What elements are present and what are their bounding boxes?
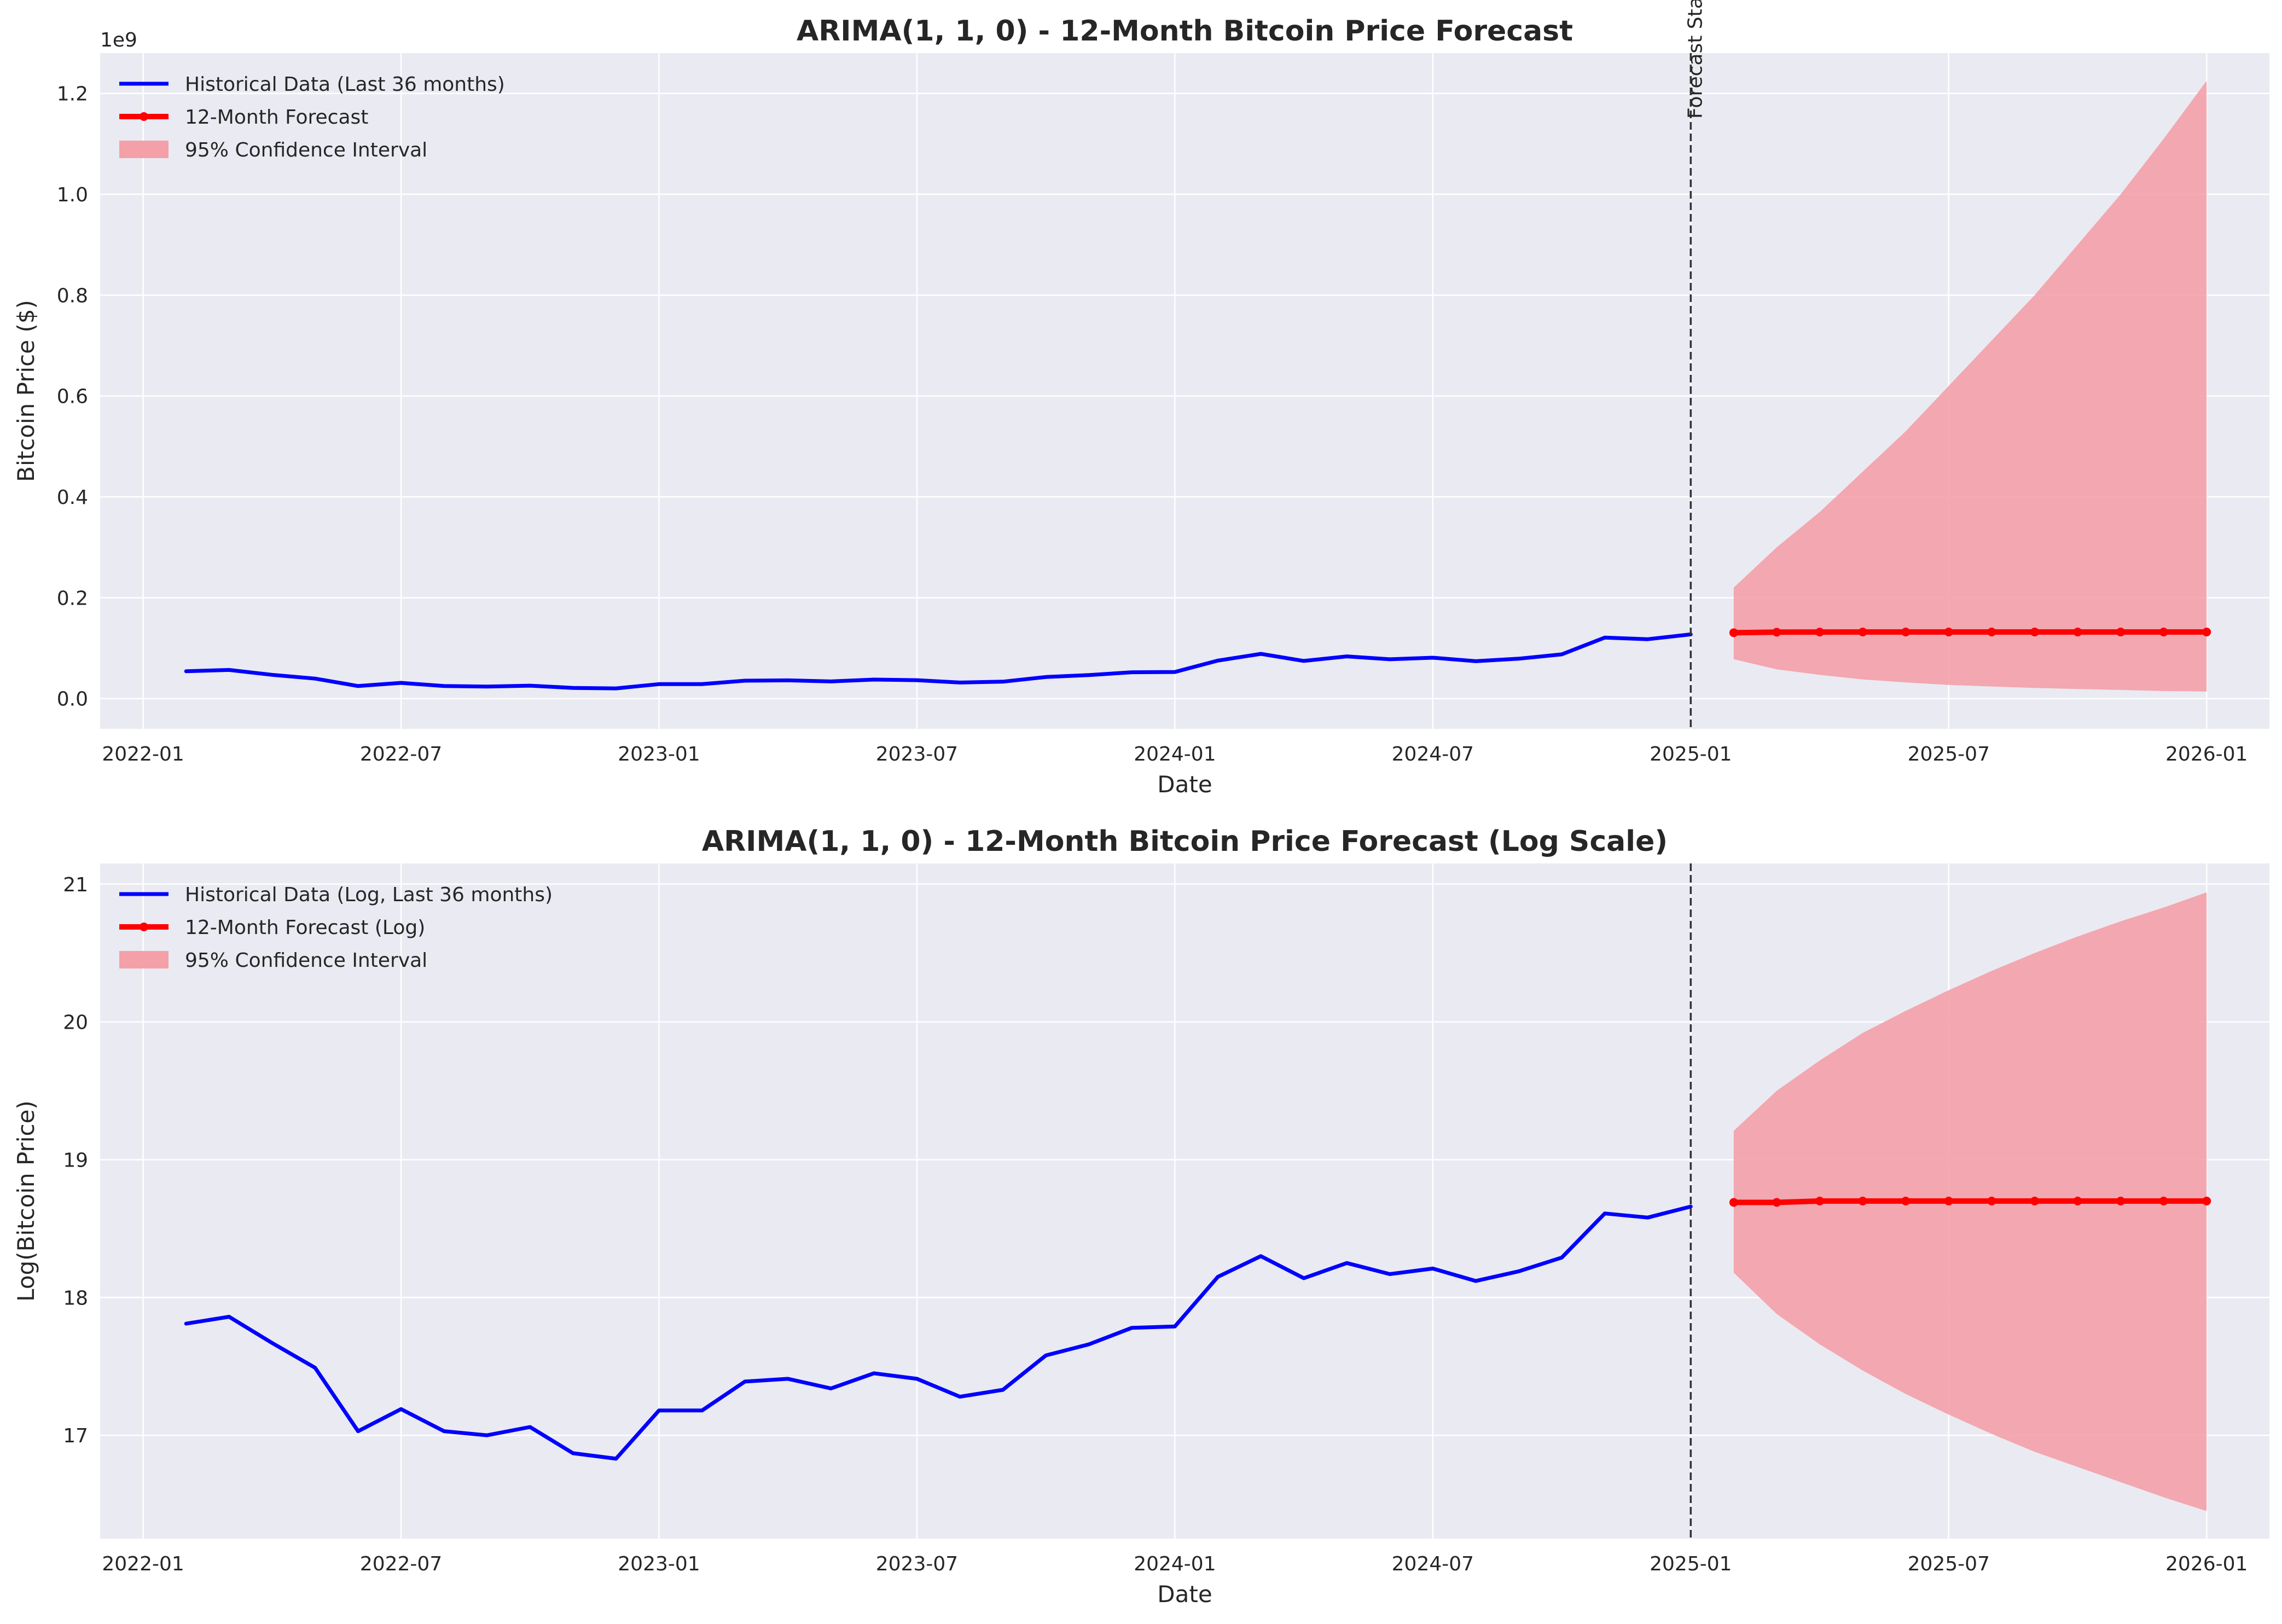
top-chart-forecast-point bbox=[1944, 628, 1953, 637]
top-chart-y-tick-label: 1.2 bbox=[57, 83, 88, 106]
top-chart-marks: Forecast Start bbox=[184, 0, 2211, 729]
bottom-chart-legend: Historical Data (Log, Last 36 months) 12-… bbox=[119, 884, 553, 972]
top-chart-confidence-band bbox=[1733, 80, 2207, 692]
bottom-chart-ticks: 2022-01 2022-07 2023-01 2023-07 2024-01 2024-… bbox=[63, 874, 2248, 1575]
top-chart-y-tick-label: 1.0 bbox=[57, 184, 88, 206]
bottom-chart-x-tick-label: 2024-07 bbox=[1392, 1553, 1474, 1575]
top-chart-forecast-point bbox=[1901, 628, 1911, 637]
bottom-chart-forecast-point bbox=[2159, 1197, 2168, 1205]
top-chart-title: ARIMA(1, 1, 0) - 12-Month Bitcoin Price … bbox=[797, 15, 1573, 48]
bottom-chart-forecast-point bbox=[2030, 1197, 2039, 1205]
top-chart-panel: 2022-01 2022-07 2023-01 2023-07 2024-01 2024-… bbox=[13, 0, 2269, 798]
bottom-chart-marks bbox=[184, 863, 2211, 1539]
top-chart-legend: Historical Data (Last 36 months) 12-Month… bbox=[119, 73, 505, 161]
top-chart-forecast-point bbox=[1815, 628, 1825, 637]
top-chart-forecast-point bbox=[2073, 628, 2082, 637]
top-chart-x-tick-label: 2026-01 bbox=[2165, 743, 2248, 765]
top-chart-legend-ci-swatch bbox=[119, 141, 169, 158]
top-chart-y-tick-label: 0.2 bbox=[57, 587, 88, 610]
bottom-chart-forecast-point bbox=[1944, 1197, 1953, 1205]
bottom-chart-y-tick-label: 20 bbox=[63, 1012, 88, 1034]
top-chart-forecast-point bbox=[1772, 628, 1781, 637]
top-chart-forecast-point bbox=[2159, 628, 2168, 637]
bottom-chart-y-tick-label: 17 bbox=[63, 1425, 88, 1447]
bottom-chart-x-tick-label: 2025-01 bbox=[1650, 1553, 1732, 1575]
top-chart-legend-label: Historical Data (Last 36 months) bbox=[185, 73, 505, 96]
top-chart-historical-line bbox=[184, 632, 1693, 691]
bottom-chart-legend-forecast-marker bbox=[140, 923, 148, 931]
bottom-chart-forecast-point bbox=[2116, 1197, 2126, 1205]
bottom-chart-y-tick-label: 18 bbox=[63, 1287, 88, 1309]
top-chart-forecast-start-label: Forecast Start bbox=[1684, 0, 1706, 119]
bottom-chart-x-axis-label: Date bbox=[1157, 1581, 1212, 1608]
top-chart-x-tick-label: 2025-07 bbox=[1908, 743, 1990, 765]
top-chart-x-tick-label: 2023-01 bbox=[618, 743, 700, 765]
top-chart-forecast-point bbox=[2116, 628, 2126, 637]
top-chart-x-tick-label: 2025-01 bbox=[1650, 743, 1732, 765]
bottom-chart-title: ARIMA(1, 1, 0) - 12-Month Bitcoin Price … bbox=[702, 825, 1668, 858]
bottom-chart-legend-label: Historical Data (Log, Last 36 months) bbox=[185, 884, 553, 906]
top-chart-forecast-point bbox=[1987, 628, 1996, 637]
bottom-chart-x-tick-label: 2025-07 bbox=[1908, 1553, 1990, 1575]
top-chart-x-tick-label: 2024-07 bbox=[1392, 743, 1474, 765]
top-chart-x-tick-label: 2023-07 bbox=[876, 743, 958, 765]
top-chart-forecast-line bbox=[1731, 629, 2210, 636]
bottom-chart-x-tick-label: 2026-01 bbox=[2165, 1553, 2248, 1575]
bottom-chart-forecast-point bbox=[1901, 1197, 1911, 1205]
top-chart-legend-forecast-marker bbox=[140, 112, 148, 121]
top-chart-legend-label: 12-Month Forecast bbox=[185, 106, 368, 129]
bottom-chart-historical-line bbox=[184, 1204, 1693, 1461]
bottom-chart-legend-label: 12-Month Forecast (Log) bbox=[185, 917, 425, 939]
bottom-chart-forecast-point bbox=[2073, 1197, 2082, 1205]
bottom-chart-forecast-point bbox=[1987, 1197, 1996, 1205]
top-chart-y-tick-label: 0.0 bbox=[57, 688, 88, 711]
top-chart-legend-label: 95% Confidence Interval bbox=[185, 139, 427, 161]
top-chart-x-tick-label: 2022-07 bbox=[360, 743, 442, 765]
bottom-chart-x-tick-label: 2022-01 bbox=[102, 1553, 184, 1575]
bottom-chart-y-axis-label: Log(Bitcoin Price) bbox=[13, 1100, 39, 1302]
bottom-chart-forecast-point bbox=[2202, 1197, 2211, 1205]
top-chart-x-tick-label: 2022-01 bbox=[102, 743, 184, 765]
top-chart-y-tick-label: 0.6 bbox=[57, 386, 88, 408]
bottom-chart-legend-label: 95% Confidence Interval bbox=[185, 949, 427, 972]
bottom-chart-y-tick-label: 21 bbox=[63, 874, 88, 896]
top-chart-y-axis-label: Bitcoin Price ($) bbox=[13, 300, 39, 482]
bottom-chart-x-tick-label: 2023-01 bbox=[618, 1553, 700, 1575]
top-chart-forecast-point bbox=[1729, 628, 1738, 637]
bottom-chart-panel: 2022-01 2022-07 2023-01 2023-07 2024-01 2024-… bbox=[13, 825, 2269, 1608]
top-chart-forecast-point bbox=[2202, 628, 2211, 637]
top-chart-y-tick-label: 0.4 bbox=[57, 486, 88, 509]
bottom-chart-legend-ci-swatch bbox=[119, 951, 169, 968]
top-chart-ticks: 2022-01 2022-07 2023-01 2023-07 2024-01 2024-… bbox=[57, 83, 2248, 765]
bottom-chart-forecast-point bbox=[1815, 1197, 1825, 1205]
top-chart-forecast-point bbox=[1858, 628, 1867, 637]
bottom-chart-forecast-point bbox=[1729, 1198, 1738, 1207]
bottom-chart-forecast-line bbox=[1731, 1198, 2210, 1205]
top-chart-x-tick-label: 2024-01 bbox=[1134, 743, 1216, 765]
bottom-chart-x-tick-label: 2024-01 bbox=[1134, 1553, 1216, 1575]
bottom-chart-x-tick-label: 2023-07 bbox=[876, 1553, 958, 1575]
bottom-chart-y-tick-label: 19 bbox=[63, 1149, 88, 1171]
bottom-chart-forecast-point bbox=[1858, 1197, 1867, 1205]
top-chart-y-tick-label: 0.8 bbox=[57, 285, 88, 307]
top-chart-y-offset-label: 1e9 bbox=[100, 29, 137, 51]
bottom-chart-x-tick-label: 2022-07 bbox=[360, 1553, 442, 1575]
top-chart-forecast-point bbox=[2030, 628, 2039, 637]
bottom-chart-forecast-point bbox=[1772, 1198, 1781, 1207]
top-chart-x-axis-label: Date bbox=[1157, 771, 1212, 798]
